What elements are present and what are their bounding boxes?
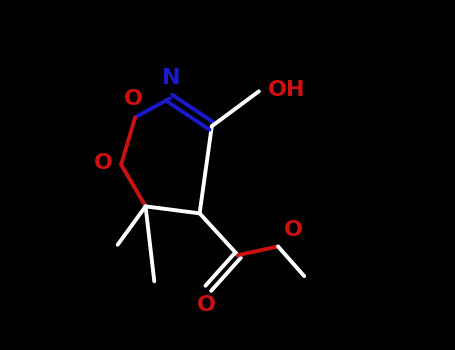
- Text: O: O: [124, 89, 143, 109]
- Text: O: O: [93, 153, 112, 173]
- Text: O: O: [284, 220, 303, 240]
- Text: O: O: [197, 295, 216, 315]
- Text: N: N: [162, 68, 181, 88]
- Text: OH: OH: [268, 79, 305, 100]
